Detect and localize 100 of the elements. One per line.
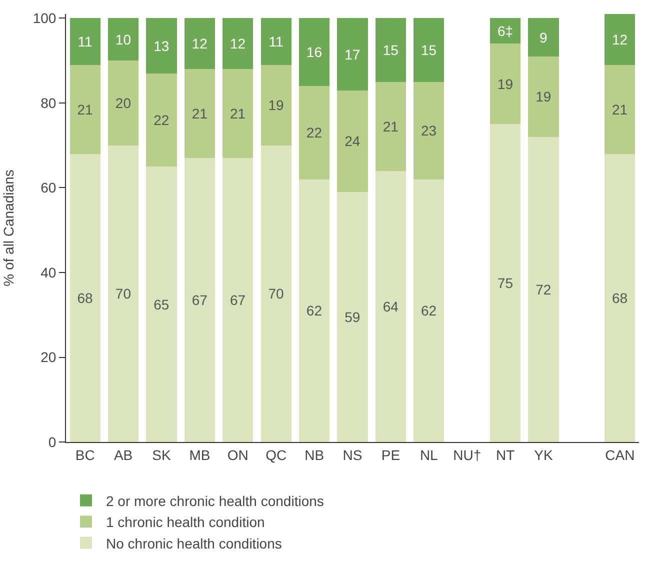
data-label: 70 — [268, 286, 284, 302]
data-label: 23 — [421, 122, 437, 139]
bar — [260, 145, 292, 442]
bar — [108, 145, 139, 442]
bar — [222, 18, 254, 70]
y-tick-label: 80 — [40, 94, 56, 111]
data-label: 12 — [192, 36, 208, 52]
bar — [414, 179, 444, 442]
y-tick-label: 20 — [40, 349, 56, 366]
x-tick-label: PE — [381, 446, 400, 463]
bar — [299, 86, 330, 180]
legend-label: No chronic health conditions — [106, 535, 282, 552]
bar — [375, 82, 406, 171]
bar — [337, 90, 368, 192]
data-label: 15 — [382, 42, 399, 58]
bar — [604, 154, 636, 442]
data-label: 21 — [230, 106, 246, 122]
data-label: 15 — [421, 42, 437, 58]
bar — [490, 18, 521, 44]
bar — [604, 14, 636, 65]
bar — [184, 69, 215, 158]
bar — [146, 166, 177, 442]
bar — [337, 192, 368, 442]
y-axis-title: % of all Canadians — [0, 170, 16, 286]
bar — [70, 64, 100, 154]
x-tick-label: YK — [534, 446, 554, 463]
data-label: 6‡ — [498, 22, 514, 39]
bar — [260, 18, 292, 65]
data-label: 72 — [536, 281, 552, 298]
y-tick-label: 60 — [40, 180, 56, 196]
x-tick-label: CAN — [605, 446, 635, 463]
bar — [528, 18, 559, 56]
data-label: 19 — [268, 97, 284, 114]
bar — [414, 18, 444, 82]
bar — [337, 18, 368, 90]
bar — [375, 18, 406, 82]
bar — [528, 136, 559, 442]
x-tick-label: MB — [189, 446, 210, 463]
data-label: 16 — [306, 44, 322, 60]
data-label: 11 — [268, 34, 284, 50]
bar — [490, 124, 521, 442]
data-label: 9 — [540, 29, 548, 46]
bar — [414, 82, 444, 180]
data-label: 12 — [230, 36, 246, 52]
data-label: 65 — [154, 296, 170, 312]
data-label: 70 — [115, 286, 132, 302]
data-label: 20 — [115, 94, 132, 111]
y-tick-label: 40 — [40, 264, 56, 280]
x-tick-label: AB — [114, 446, 133, 463]
legend-label: 2 or more chronic health conditions — [106, 492, 324, 509]
x-tick-label: NT — [496, 446, 516, 463]
legend-label: 1 chronic health condition — [106, 514, 265, 530]
bar — [108, 60, 139, 146]
data-label: 11 — [78, 34, 92, 50]
bar — [490, 44, 521, 124]
y-tick-label: 0 — [48, 434, 56, 450]
y-tick-label: 100 — [32, 10, 56, 26]
x-tick-label: ON — [227, 446, 248, 463]
bar — [184, 158, 215, 442]
data-label: 59 — [344, 308, 360, 325]
data-label: 62 — [306, 302, 322, 319]
data-label: 67 — [230, 292, 246, 308]
x-tick-label: BC — [75, 446, 95, 463]
bar — [222, 69, 254, 158]
data-label: 68 — [77, 290, 93, 306]
bar — [184, 18, 215, 70]
data-label: 22 — [154, 112, 170, 128]
data-label: 67 — [192, 292, 208, 308]
data-label: 13 — [154, 38, 170, 54]
bar — [146, 73, 177, 167]
x-tick-label: NU† — [453, 446, 482, 463]
bar — [299, 18, 330, 86]
bar — [222, 158, 254, 442]
bar — [528, 56, 559, 137]
data-label: 21 — [192, 106, 208, 122]
data-label: 10 — [115, 31, 132, 48]
data-label: 24 — [344, 133, 360, 150]
bar — [299, 179, 330, 442]
data-label: 64 — [382, 298, 399, 314]
x-tick-label: QC — [266, 446, 287, 463]
data-label: 17 — [344, 46, 360, 62]
bar — [604, 64, 636, 154]
bar — [70, 154, 100, 442]
data-label: 12 — [612, 31, 628, 48]
x-tick-label: SK — [152, 446, 172, 463]
data-label: 19 — [497, 76, 514, 92]
data-label: 22 — [306, 124, 322, 141]
x-tick-label: NL — [420, 446, 438, 463]
bar — [146, 18, 177, 74]
bar — [375, 170, 406, 442]
data-label: 21 — [382, 118, 399, 134]
bar — [260, 64, 292, 146]
data-label: 62 — [421, 302, 437, 319]
data-label: 75 — [497, 275, 514, 292]
x-tick-label: NS — [342, 446, 362, 463]
x-tick-label: NB — [304, 446, 324, 463]
bar — [70, 18, 100, 65]
data-label: 21 — [77, 101, 93, 118]
bar — [108, 18, 139, 61]
data-label: 19 — [536, 88, 552, 105]
